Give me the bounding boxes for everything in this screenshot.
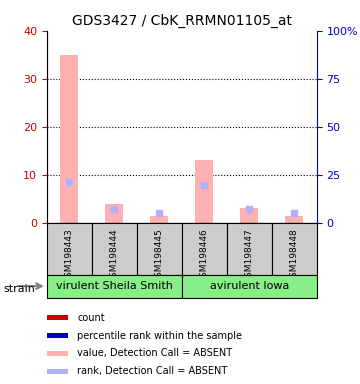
Bar (285, 215, 303, 223)
Text: rank, Detection Call = ABSENT: rank, Detection Call = ABSENT (77, 366, 228, 376)
FancyBboxPatch shape (272, 223, 317, 275)
Text: GSM198444: GSM198444 (110, 228, 119, 283)
Bar (47, 351, 68, 356)
Bar (47, 316, 68, 320)
Bar (105, 204, 123, 223)
Text: avirulent Iowa: avirulent Iowa (210, 281, 289, 291)
FancyBboxPatch shape (47, 275, 182, 298)
Bar (60, 55, 78, 223)
Text: count: count (77, 313, 105, 323)
Bar (47, 333, 68, 338)
Text: GSM198443: GSM198443 (65, 228, 74, 283)
FancyBboxPatch shape (47, 223, 92, 275)
Bar (150, 215, 168, 223)
Text: strain: strain (4, 284, 36, 294)
Text: GSM198448: GSM198448 (290, 228, 299, 283)
Text: virulent Sheila Smith: virulent Sheila Smith (56, 281, 173, 291)
Bar (47, 369, 68, 374)
FancyBboxPatch shape (182, 275, 317, 298)
Text: percentile rank within the sample: percentile rank within the sample (77, 331, 242, 341)
Text: GSM198447: GSM198447 (245, 228, 254, 283)
FancyBboxPatch shape (137, 223, 182, 275)
Text: value, Detection Call = ABSENT: value, Detection Call = ABSENT (77, 348, 233, 358)
Text: GSM198445: GSM198445 (155, 228, 164, 283)
Text: GSM198446: GSM198446 (200, 228, 209, 283)
FancyBboxPatch shape (227, 223, 272, 275)
Bar (195, 161, 213, 223)
FancyBboxPatch shape (92, 223, 137, 275)
Bar (240, 208, 258, 223)
Title: GDS3427 / CbK_RRMN01105_at: GDS3427 / CbK_RRMN01105_at (72, 14, 292, 28)
FancyBboxPatch shape (182, 223, 227, 275)
